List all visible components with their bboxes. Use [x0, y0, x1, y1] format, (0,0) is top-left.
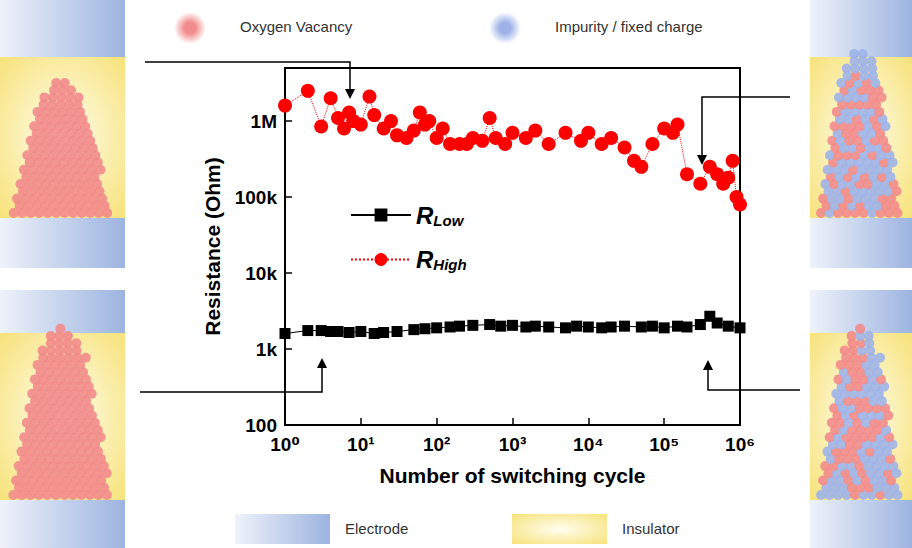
- svg-text:High: High: [433, 256, 466, 273]
- svg-text:10¹: 10¹: [347, 434, 374, 455]
- svg-text:Oxygen Vacancy: Oxygen Vacancy: [240, 18, 353, 35]
- svg-text:10k: 10k: [245, 263, 277, 284]
- svg-text:Impurity / fixed charge: Impurity / fixed charge: [555, 18, 703, 35]
- svg-text:Number of switching cycle: Number of switching cycle: [379, 464, 645, 487]
- svg-text:Electrode: Electrode: [345, 520, 408, 537]
- svg-text:100: 100: [245, 415, 277, 436]
- svg-text:Low: Low: [433, 212, 464, 229]
- svg-text:Insulator: Insulator: [622, 520, 680, 537]
- svg-text:Resistance (Ohm): Resistance (Ohm): [201, 157, 224, 336]
- svg-text:R: R: [416, 246, 434, 273]
- svg-text:10⁵: 10⁵: [649, 434, 679, 455]
- svg-text:100k: 100k: [235, 187, 278, 208]
- svg-text:10²: 10²: [423, 434, 450, 455]
- svg-text:R: R: [416, 202, 434, 229]
- svg-text:10³: 10³: [499, 434, 526, 455]
- svg-text:10⁴: 10⁴: [573, 434, 604, 455]
- svg-text:1k: 1k: [256, 339, 278, 360]
- svg-text:10⁶: 10⁶: [725, 434, 755, 455]
- svg-text:10⁰: 10⁰: [270, 434, 299, 455]
- svg-text:1M: 1M: [251, 111, 277, 132]
